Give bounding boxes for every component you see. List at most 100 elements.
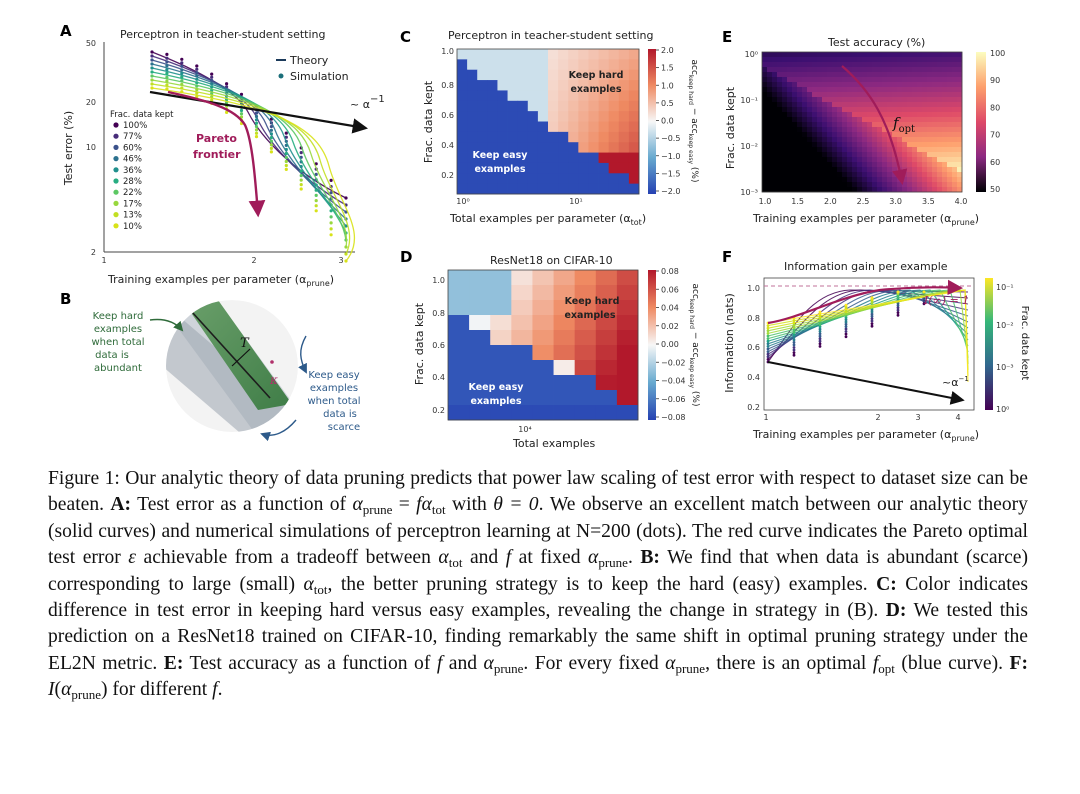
- heatmap-cell: [942, 67, 948, 73]
- heatmap-cell: [872, 172, 878, 178]
- heatmap-cell: [852, 142, 858, 148]
- heatmap-cell: [792, 92, 798, 98]
- heatmap-cell: [882, 172, 888, 178]
- heatmap-cell: [782, 127, 788, 133]
- heatmap-cell: [922, 172, 928, 178]
- heatmap-cell: [807, 117, 813, 123]
- heatmap-cell: [827, 172, 833, 178]
- svg-text:scarce: scarce: [328, 422, 360, 433]
- heatmap-cell: [812, 82, 818, 88]
- heatmap-cell: [767, 62, 773, 68]
- heatmap-cell: [902, 142, 908, 148]
- heatmap-cell: [762, 72, 768, 78]
- heatmap-cell: [877, 97, 883, 103]
- caption-math: θ = 0: [493, 494, 539, 516]
- heatmap-cell: [802, 132, 808, 138]
- heatmap-cell: [822, 182, 828, 188]
- simulation-dot: [284, 131, 288, 135]
- heatmap-cell: [507, 131, 519, 143]
- heatmap-cell: [932, 142, 938, 148]
- c-hard-label: Keep hard: [569, 70, 624, 81]
- heatmap-cell: [497, 131, 508, 143]
- heatmap-cell: [917, 102, 923, 108]
- heatmap-cell: [827, 87, 833, 93]
- heatmap-cell: [608, 152, 620, 164]
- caption-math: α: [352, 494, 363, 516]
- heatmap-cell: [847, 87, 853, 93]
- heatmap-cell: [927, 122, 933, 128]
- heatmap-cell: [907, 102, 913, 108]
- heatmap-cell: [792, 152, 798, 158]
- svg-text:0.8: 0.8: [432, 309, 445, 318]
- heatmap-cell: [595, 375, 618, 391]
- heatmap-cell: [957, 77, 963, 83]
- heatmap-cell: [807, 147, 813, 153]
- heatmap-cell: [807, 102, 813, 108]
- heatmap-cell: [842, 157, 848, 163]
- heatmap-cell: [511, 360, 533, 376]
- heatmap-cell: [777, 132, 783, 138]
- heatmap-cell: [927, 92, 933, 98]
- heatmap-cell: [832, 67, 838, 73]
- simulation-dot: [314, 193, 318, 197]
- xtick: 3.0: [889, 197, 902, 206]
- heatmap-cell: [517, 111, 529, 122]
- heatmap-cell: [792, 62, 798, 68]
- heatmap-cell: [927, 87, 933, 93]
- heatmap-cell: [792, 147, 798, 153]
- heatmap-cell: [792, 157, 798, 163]
- heatmap-cell: [497, 183, 508, 195]
- simulation-dot: [180, 57, 184, 61]
- heatmap-cell: [907, 187, 913, 193]
- heatmap-cell: [797, 87, 803, 93]
- heatmap-cell: [887, 127, 893, 133]
- heatmap-cell: [574, 405, 597, 421]
- heatmap-cell: [912, 142, 918, 148]
- heatmap-cell: [817, 172, 823, 178]
- heatmap-cell: [912, 97, 918, 103]
- heatmap-cell: [942, 97, 948, 103]
- caption-text: Test error as a function of: [137, 494, 347, 516]
- heatmap-cell: [548, 152, 559, 164]
- simulation-dot: [165, 60, 169, 64]
- simulation-dot: [180, 64, 184, 68]
- heatmap-cell: [907, 172, 913, 178]
- heatmap-cell: [912, 102, 918, 108]
- heatmap-cell: [527, 162, 539, 174]
- heatmap-cell: [892, 82, 898, 88]
- heatmap-cell: [837, 142, 843, 148]
- cbar-tick: 0.06: [661, 285, 679, 294]
- heatmap-cell: [922, 97, 928, 103]
- heatmap-cell: [842, 137, 848, 143]
- heatmap-cell: [922, 152, 928, 158]
- heatmap-cell: [817, 167, 823, 173]
- heatmap-cell: [782, 102, 788, 108]
- heatmap-cell: [892, 177, 898, 183]
- heatmap-cell: [628, 152, 640, 164]
- heatmap-cell: [767, 152, 773, 158]
- heatmap-cell: [942, 82, 948, 88]
- heatmap-cell: [857, 177, 863, 183]
- panel-e-letter: E: [722, 28, 732, 46]
- heatmap-cell: [812, 162, 818, 168]
- simulation-dot: [180, 86, 184, 90]
- kappa-point: [270, 360, 274, 364]
- heatmap-cell: [558, 69, 569, 81]
- heatmap-cell: [912, 87, 918, 93]
- heatmap-cell: [937, 162, 943, 168]
- heatmap-cell: [782, 62, 788, 68]
- heatmap-cell: [867, 102, 873, 108]
- heatmap-cell: [857, 102, 863, 108]
- heatmap-cell: [842, 132, 848, 138]
- info-dot: [844, 325, 848, 328]
- heatmap-cell: [892, 172, 898, 178]
- heatmap-cell: [578, 152, 589, 164]
- caption-math: f: [212, 679, 218, 701]
- heatmap-cell: [907, 147, 913, 153]
- heatmap-cell: [882, 157, 888, 163]
- heatmap-cell: [947, 147, 953, 153]
- heatmap-cell: [797, 122, 803, 128]
- heatmap-cell: [517, 69, 529, 81]
- heatmap-cell: [832, 137, 838, 143]
- heatmap-cell: [837, 72, 843, 78]
